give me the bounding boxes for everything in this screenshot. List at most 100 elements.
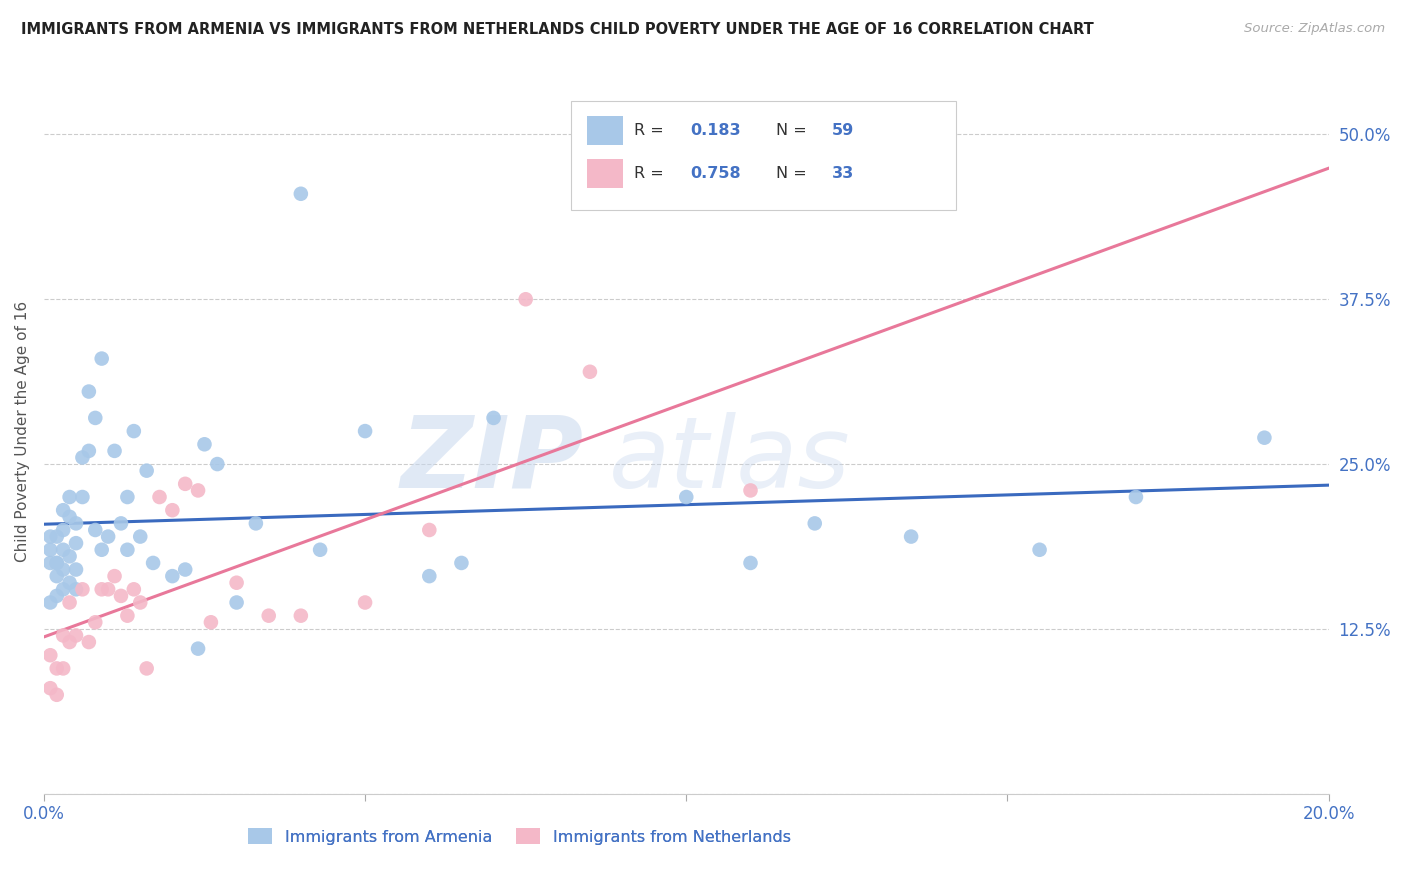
Point — [65, 536, 87, 550]
Point — [77, 635, 100, 649]
Point — [90, 351, 112, 366]
Point — [39, 556, 62, 570]
Text: 33: 33 — [831, 166, 853, 181]
Point — [58, 595, 80, 609]
Point — [129, 530, 152, 544]
Point — [450, 556, 472, 570]
Point — [52, 628, 75, 642]
Point — [135, 661, 157, 675]
Point — [97, 582, 120, 597]
Point — [72, 582, 94, 597]
Text: atlas: atlas — [609, 411, 851, 508]
Point — [84, 615, 107, 630]
Point — [1253, 431, 1275, 445]
Point — [122, 582, 145, 597]
Point — [740, 556, 762, 570]
Text: 0.183: 0.183 — [690, 123, 741, 137]
Point — [90, 582, 112, 597]
Text: 0.758: 0.758 — [690, 166, 741, 181]
Point — [72, 450, 94, 465]
Point — [148, 490, 170, 504]
Point — [58, 575, 80, 590]
Point — [52, 503, 75, 517]
Point — [97, 530, 120, 544]
Point — [257, 608, 280, 623]
Point — [52, 523, 75, 537]
Point — [162, 503, 184, 517]
Point — [122, 424, 145, 438]
Point — [803, 516, 825, 531]
Point — [58, 549, 80, 564]
Point — [39, 595, 62, 609]
Point — [90, 542, 112, 557]
Point — [65, 582, 87, 597]
Point — [117, 490, 139, 504]
Point — [225, 595, 247, 609]
Point — [52, 582, 75, 597]
Point — [129, 595, 152, 609]
Point — [174, 476, 197, 491]
Point — [58, 490, 80, 504]
Point — [740, 483, 762, 498]
Point — [77, 384, 100, 399]
Point — [39, 530, 62, 544]
Point — [162, 569, 184, 583]
FancyBboxPatch shape — [588, 159, 623, 188]
FancyBboxPatch shape — [571, 101, 956, 210]
Point — [45, 661, 67, 675]
Point — [200, 615, 222, 630]
Point — [354, 595, 377, 609]
Point — [103, 443, 125, 458]
Point — [418, 569, 440, 583]
Legend: Immigrants from Armenia, Immigrants from Netherlands: Immigrants from Armenia, Immigrants from… — [242, 822, 797, 851]
Point — [65, 516, 87, 531]
Text: N =: N = — [776, 166, 813, 181]
Point — [52, 542, 75, 557]
FancyBboxPatch shape — [588, 116, 623, 145]
Text: IMMIGRANTS FROM ARMENIA VS IMMIGRANTS FROM NETHERLANDS CHILD POVERTY UNDER THE A: IMMIGRANTS FROM ARMENIA VS IMMIGRANTS FR… — [21, 22, 1094, 37]
Point — [45, 556, 67, 570]
Point — [207, 457, 229, 471]
Point — [187, 641, 209, 656]
Point — [45, 688, 67, 702]
Point — [45, 589, 67, 603]
Point — [482, 411, 505, 425]
Point — [110, 589, 132, 603]
Point — [65, 628, 87, 642]
Point — [187, 483, 209, 498]
Point — [354, 424, 377, 438]
Point — [103, 569, 125, 583]
Point — [515, 292, 537, 306]
Point — [117, 608, 139, 623]
Point — [900, 530, 922, 544]
Point — [245, 516, 267, 531]
Point — [193, 437, 215, 451]
Point — [117, 542, 139, 557]
Point — [39, 542, 62, 557]
Text: R =: R = — [634, 166, 668, 181]
Point — [290, 186, 312, 201]
Point — [39, 681, 62, 696]
Point — [39, 648, 62, 663]
Point — [52, 562, 75, 576]
Point — [1125, 490, 1147, 504]
Point — [579, 365, 602, 379]
Point — [52, 661, 75, 675]
Text: R =: R = — [634, 123, 668, 137]
Point — [225, 575, 247, 590]
Point — [135, 464, 157, 478]
Point — [1028, 542, 1050, 557]
Point — [84, 523, 107, 537]
Point — [45, 569, 67, 583]
Point — [110, 516, 132, 531]
Point — [72, 490, 94, 504]
Point — [142, 556, 165, 570]
Point — [58, 635, 80, 649]
Point — [418, 523, 440, 537]
Text: N =: N = — [776, 123, 813, 137]
Point — [45, 530, 67, 544]
Point — [290, 608, 312, 623]
Text: Source: ZipAtlas.com: Source: ZipAtlas.com — [1244, 22, 1385, 36]
Point — [45, 556, 67, 570]
Text: ZIP: ZIP — [401, 411, 583, 508]
